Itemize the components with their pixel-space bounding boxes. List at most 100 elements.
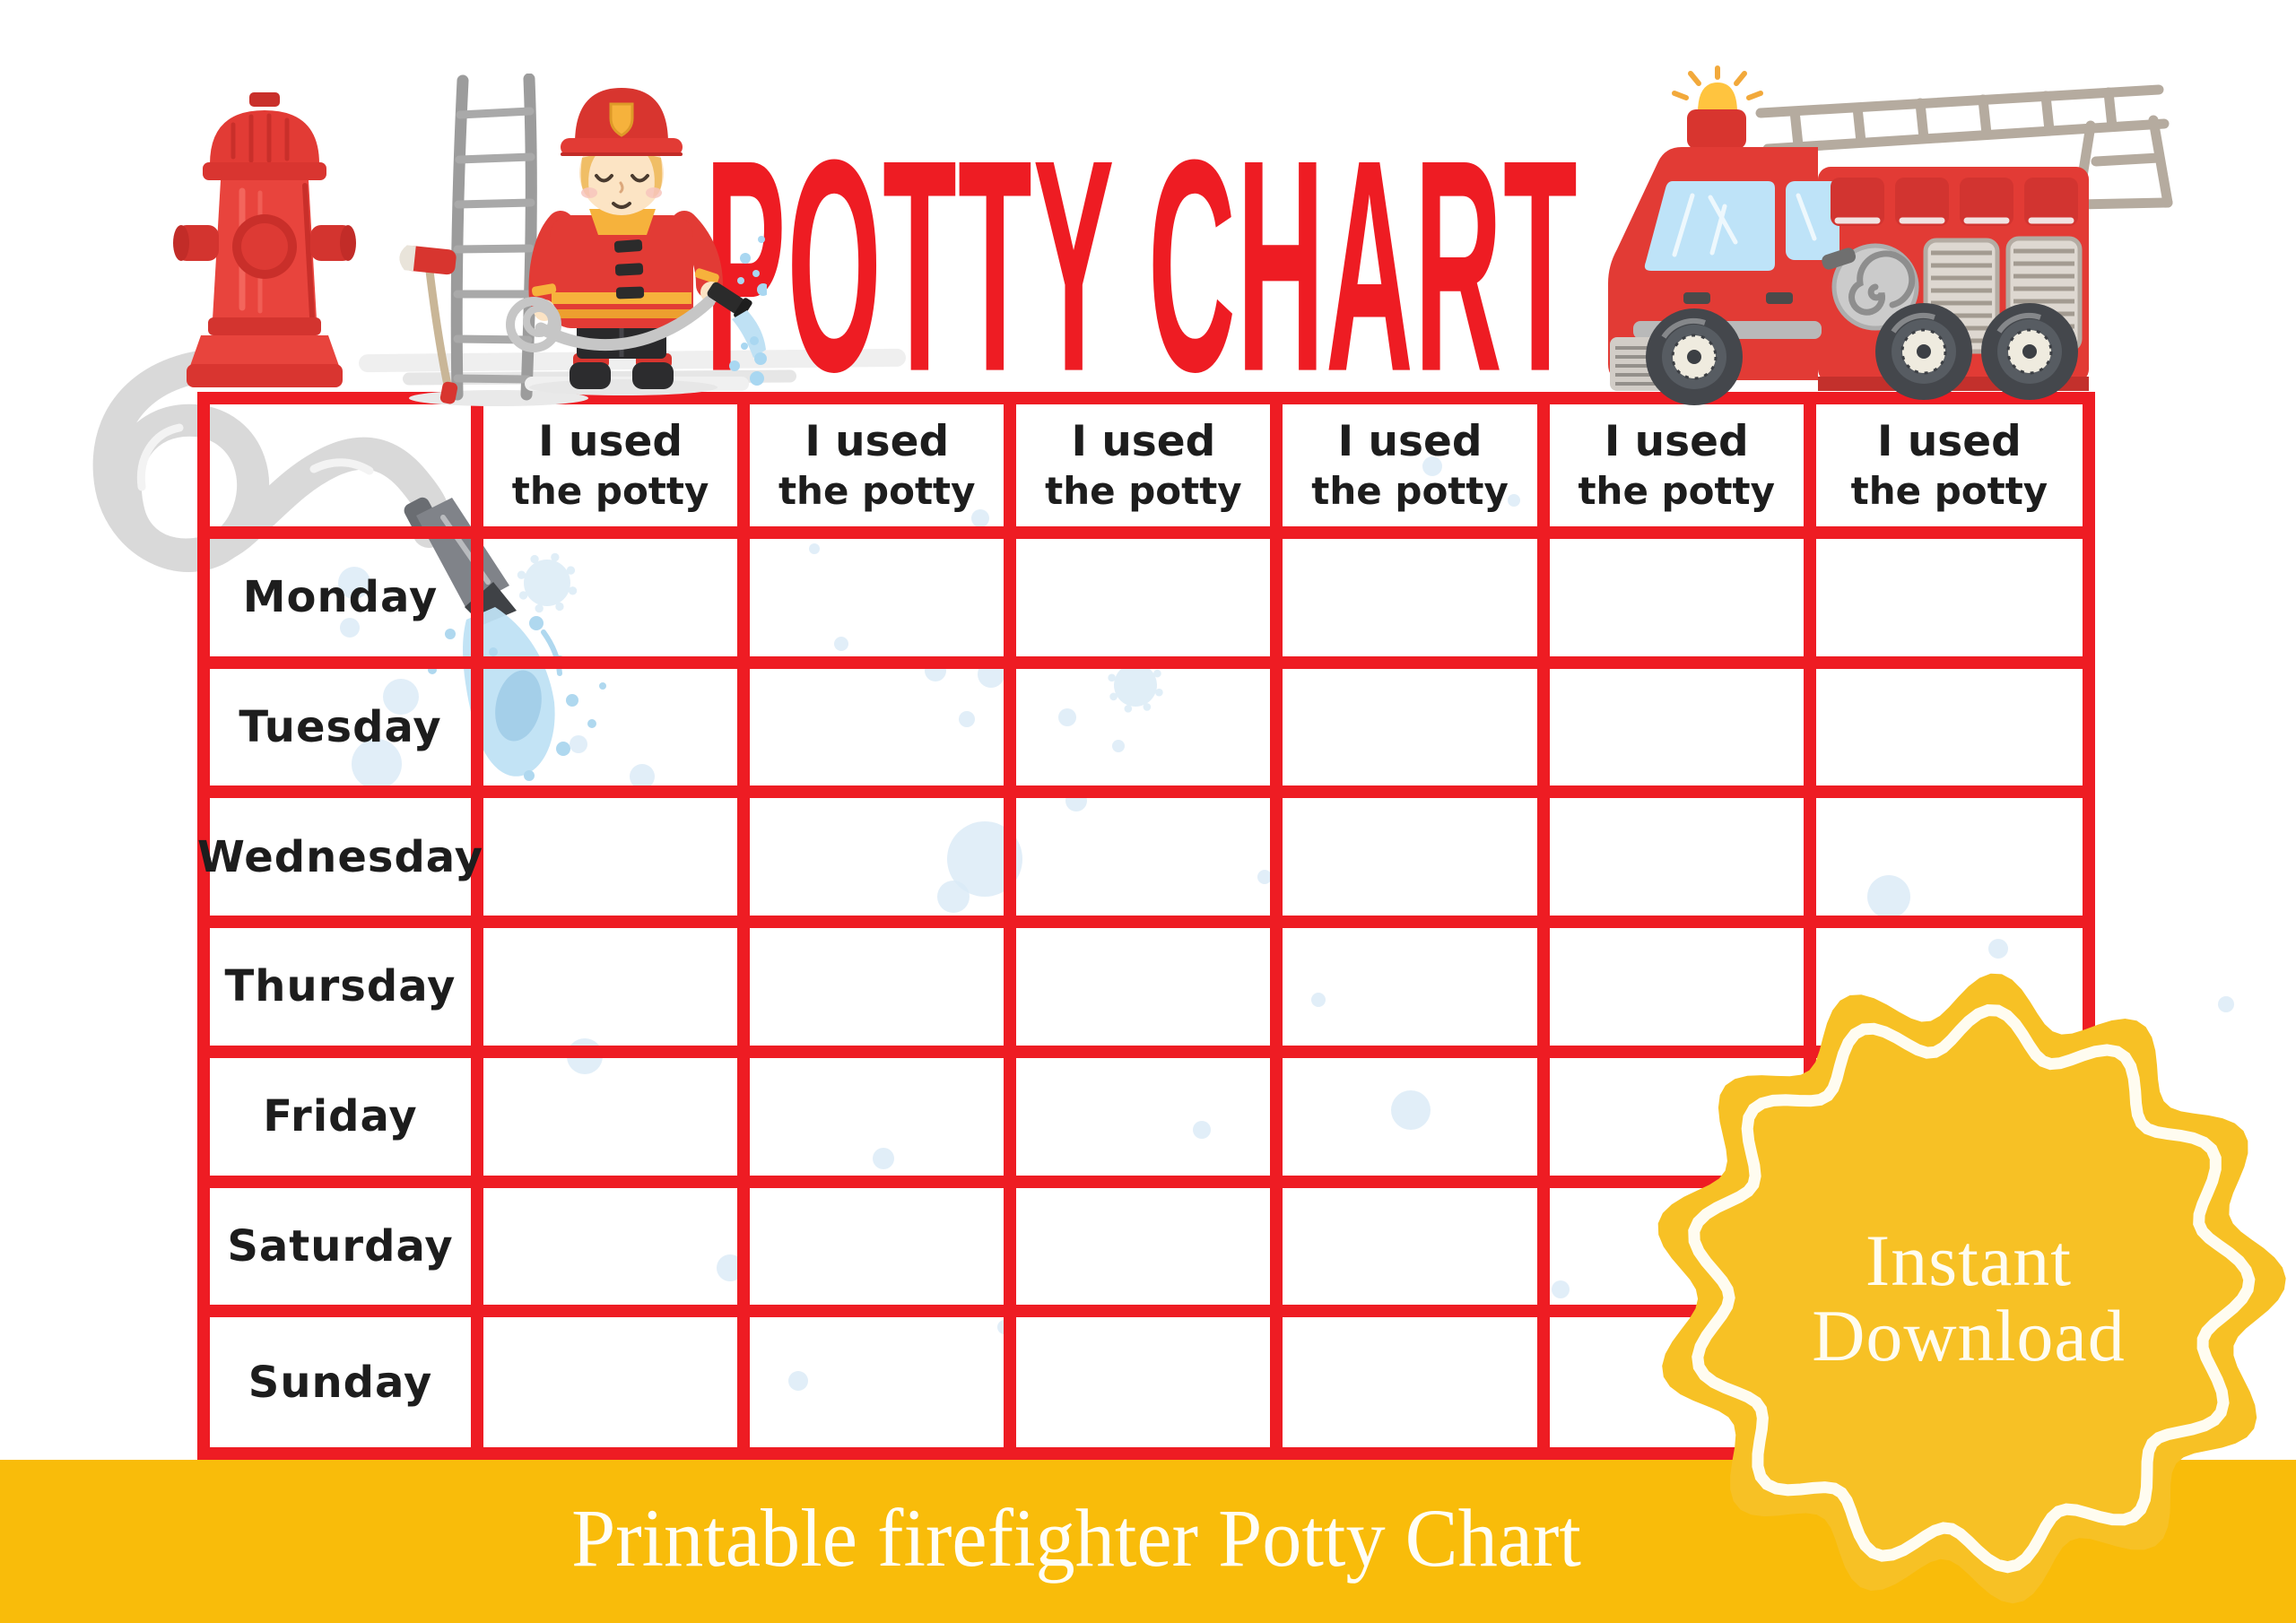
splatter-dot	[1112, 740, 1125, 752]
tracking-cell	[483, 928, 751, 1058]
badge-line-1: Instant	[1865, 1219, 2073, 1301]
tracking-cell	[1549, 928, 1816, 1058]
splatter-dot	[959, 711, 975, 727]
header-line-1: I used	[538, 417, 683, 467]
header-line-1: I used	[1337, 417, 1483, 467]
instant-download-badge-label: Instant Download	[1650, 1223, 2287, 1373]
tracking-cell	[750, 1317, 1017, 1447]
day-label: Thursday	[224, 961, 457, 1012]
splatter-dot	[971, 509, 989, 527]
tracking-cell	[1549, 798, 1816, 929]
tracking-cell	[483, 1187, 751, 1318]
column-header-cell: I used the potty	[1016, 404, 1283, 539]
column-header-cell: I used the potty	[483, 404, 751, 539]
splatter-dot	[1257, 870, 1272, 884]
axe-icon	[399, 245, 458, 404]
splatter-dot	[937, 881, 970, 913]
splatter-dot	[1508, 494, 1520, 507]
tracking-cell	[750, 668, 1017, 799]
tracking-cell	[1016, 668, 1283, 799]
truck-beacon-icon	[1672, 65, 1763, 149]
splatter-dot	[1311, 993, 1326, 1007]
tracking-cell	[1549, 668, 1816, 799]
tracking-cell	[750, 1187, 1017, 1318]
splatter-dot	[2218, 996, 2234, 1012]
splatter-dot	[1552, 1280, 1570, 1298]
day-label: Sunday	[248, 1357, 433, 1408]
tracking-cell	[1016, 798, 1283, 929]
splatter-dot	[340, 618, 360, 638]
firefighter-boy-icon	[506, 88, 767, 395]
splatter-dot	[788, 1371, 808, 1391]
potty-chart-table: I used the potty I used the potty I used the …	[197, 392, 2095, 1460]
day-label-cell: Wednesday	[197, 798, 483, 929]
splatter-dot	[1422, 456, 1442, 476]
tracking-cell	[1815, 798, 2083, 929]
header-line-2: the potty	[1850, 468, 2048, 513]
day-label: Friday	[263, 1091, 418, 1142]
day-label-cell: Friday	[210, 1057, 483, 1188]
header-line-1: I used	[1071, 417, 1216, 467]
tracking-cell	[1016, 928, 1283, 1058]
tracking-cell	[1016, 1317, 1283, 1447]
day-label-cell: Thursday	[210, 928, 483, 1058]
tracking-cell	[483, 1057, 751, 1188]
tracking-cell	[1549, 539, 1816, 669]
tracking-cell	[1283, 539, 1550, 669]
day-label: Tuesday	[239, 702, 442, 753]
fire-truck-icon	[1608, 65, 2173, 405]
tracking-cell	[750, 539, 1017, 669]
boy-hose-nozzle-icon	[707, 282, 752, 320]
day-label-cell: Saturday	[210, 1187, 483, 1318]
header-line-1: I used	[804, 417, 950, 467]
splatter-dot	[383, 679, 419, 715]
ladder-and-axe-icon	[399, 74, 588, 406]
header-line-2: the potty	[1045, 468, 1242, 513]
boy-water-spray-icon	[729, 236, 767, 386]
table-corner-cell	[210, 404, 483, 539]
splatter-dot	[1988, 939, 2008, 959]
truck-wheels	[1646, 303, 2078, 405]
splatter-dot	[1867, 875, 1910, 918]
tracking-cell	[1815, 539, 2083, 669]
column-header-cell: I used the potty	[1549, 404, 1816, 539]
column-header-cell: I used the potty	[1815, 404, 2083, 539]
header-line-2: the potty	[1311, 468, 1509, 513]
tracking-cell	[1283, 1057, 1550, 1188]
splatter-dot	[834, 637, 848, 651]
header-line-1: I used	[1604, 417, 1749, 467]
page-title-text: POTTY CHART	[705, 99, 1578, 435]
splatter-dot	[570, 735, 587, 753]
tracking-cell	[483, 539, 751, 669]
column-header-cell: I used the potty	[750, 404, 1017, 539]
splatter-dot	[717, 1254, 744, 1281]
splatter-dot	[809, 543, 820, 554]
truck-roof-ladder-icon	[1755, 84, 2173, 210]
splatter-dot	[338, 567, 370, 599]
tracking-cell	[1283, 928, 1550, 1058]
splatter-dot	[630, 764, 655, 789]
tracking-cell	[1283, 1317, 1550, 1447]
tracking-cell	[750, 1057, 1017, 1188]
day-label: Wednesday	[197, 831, 484, 882]
tracking-cell	[1016, 539, 1283, 669]
splatter-dot	[947, 821, 1022, 897]
splatter-dot	[1391, 1090, 1431, 1130]
tracking-cell	[750, 928, 1017, 1058]
fire-hose-icon	[92, 348, 606, 781]
day-label-cell: Sunday	[210, 1317, 483, 1447]
tracking-cell	[483, 798, 751, 929]
tracking-cell	[483, 1317, 751, 1447]
tracking-cell	[1283, 798, 1550, 929]
instant-download-badge	[1657, 973, 2286, 1604]
tracking-cell	[1815, 669, 2083, 799]
tracking-cell	[1016, 1187, 1283, 1318]
badge-line-2: Download	[1812, 1294, 2126, 1376]
day-label-cell: Monday	[210, 539, 483, 669]
splatter-dot	[352, 739, 402, 789]
splatter-dot	[1193, 1121, 1211, 1139]
tracking-cell	[1283, 668, 1550, 799]
day-label: Saturday	[227, 1220, 454, 1271]
